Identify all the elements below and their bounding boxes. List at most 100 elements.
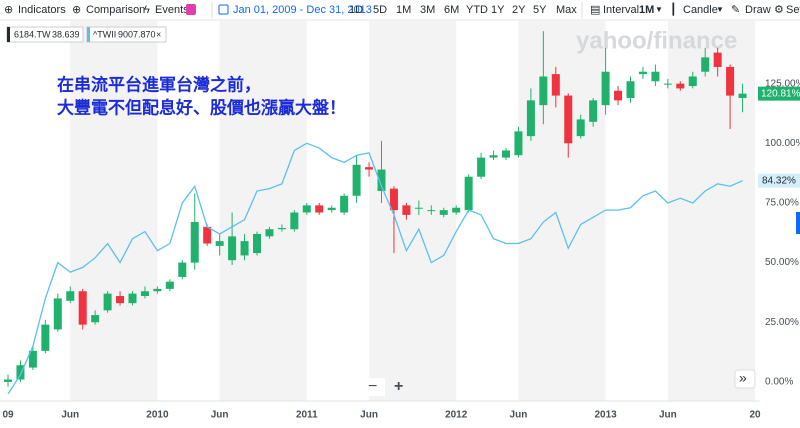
x-tick-label: Jun	[659, 410, 677, 421]
period-band	[70, 21, 158, 401]
candle-body	[53, 298, 62, 330]
side-tab[interactable]	[796, 212, 800, 234]
candle-body	[290, 212, 299, 230]
candle-body	[439, 210, 448, 215]
candle-body	[365, 167, 374, 170]
comparison-button[interactable]: Comparison	[86, 4, 145, 16]
x-tick-label: 20	[749, 410, 761, 421]
zoom-out[interactable]	[363, 378, 385, 396]
candle-body	[402, 205, 411, 215]
candle-body	[638, 71, 647, 75]
candle-body	[377, 169, 386, 192]
index-line	[7, 142, 743, 395]
candle-body	[228, 236, 237, 261]
range-button[interactable]: 5Y	[533, 4, 547, 16]
draw-button[interactable]: Draw	[745, 4, 771, 16]
candle-body	[66, 291, 75, 301]
scroll-icon: »	[739, 370, 747, 386]
events-button[interactable]: Events	[155, 4, 189, 16]
watermark: yahoo/finance	[576, 27, 737, 54]
candle-body	[452, 207, 461, 213]
candle-body	[489, 155, 498, 158]
range-button[interactable]: 6M	[444, 4, 459, 16]
dropdown-arrow: ▼	[716, 5, 724, 14]
candle-body	[190, 222, 199, 263]
icon: ⊕	[72, 4, 81, 16]
candle-body	[701, 57, 710, 72]
candle-body	[215, 241, 224, 246]
range-button[interactable]: Max	[556, 4, 577, 16]
legend-swatch	[87, 27, 90, 42]
period-band	[667, 21, 755, 401]
candle-body	[601, 71, 610, 106]
candle-body	[315, 205, 324, 213]
legend-name: 6184.TW	[14, 29, 51, 39]
candle-body	[427, 210, 436, 212]
range-button[interactable]: 5D	[373, 4, 387, 16]
candle-body	[165, 281, 174, 289]
candle-body	[389, 188, 398, 211]
icon: ϟ	[144, 4, 150, 16]
candle-body	[4, 379, 12, 382]
candle-body	[464, 176, 473, 211]
candle-body	[116, 296, 125, 304]
range-buttons: 1D 5D 1M 3M 6M YTD 1Y 2Y 5Y Max	[349, 4, 577, 16]
date-range[interactable]: Jan 01, 2009 - Dec 31, 2013	[233, 4, 372, 16]
interval-label[interactable]: Interval	[603, 4, 639, 16]
x-tick-label: 09	[2, 410, 14, 421]
legend-close[interactable]: ×	[156, 29, 161, 39]
candle-body	[626, 81, 635, 98]
scroll-button[interactable]	[734, 369, 756, 389]
candle-body	[91, 315, 100, 323]
last-value-box	[758, 173, 800, 188]
candle-body	[526, 100, 535, 137]
candle-body	[676, 83, 685, 89]
last-value-label: 120.81%	[761, 88, 800, 99]
candle-body	[265, 229, 274, 237]
legend: 6184.TW 38.639 ^TWII 9007.870 ×	[6, 26, 167, 43]
icon: ▤	[590, 4, 600, 16]
plot: 0.00% 25.00% 50.00% 75.00% 100.00% 125.00% 09 J…	[2, 31, 800, 421]
range-button[interactable]: 3M	[420, 4, 435, 16]
x-tick-label: 2012	[445, 410, 468, 421]
chart-type-button[interactable]: Candle	[683, 4, 718, 16]
range-button[interactable]: 1D	[349, 4, 363, 16]
calendar-icon	[218, 4, 229, 15]
candle-body	[713, 52, 722, 67]
candle-body	[240, 241, 249, 256]
candle-body	[589, 100, 598, 122]
candle-body	[153, 288, 162, 292]
x-tick-label: 2010	[146, 410, 169, 421]
range-button[interactable]: 2Y	[512, 4, 526, 16]
y-tick-label: 50.00%	[765, 257, 799, 268]
events-badge	[186, 4, 196, 15]
range-button[interactable]: YTD	[466, 4, 488, 16]
range-button[interactable]: 1Y	[491, 4, 505, 16]
candle-body	[726, 66, 735, 96]
candle-body	[128, 293, 137, 304]
x-tick-label: Jun	[510, 410, 528, 421]
candle-body	[539, 76, 548, 106]
candle-body	[140, 291, 149, 297]
legend-name: ^TWII	[93, 29, 116, 39]
interval-value[interactable]: 1M	[639, 4, 654, 16]
zoom-in[interactable]: +	[394, 378, 403, 395]
y-tick-label: 75.00%	[765, 198, 799, 209]
candle-body	[178, 262, 187, 277]
legend-quote: 9007.870	[118, 29, 156, 39]
settings-button[interactable]: Sett	[786, 4, 800, 16]
last-value-box	[758, 86, 800, 101]
dropdown-arrow: ▼	[655, 5, 663, 14]
indicators-button[interactable]: Indicators	[18, 4, 66, 16]
toolbar: ⊕ Indicators ⊕ Comparison ϟ Events Jan 0…	[4, 2, 800, 18]
candle-body	[564, 95, 573, 144]
period-shading	[70, 21, 755, 401]
legend-swatch	[7, 27, 10, 42]
candle-body	[302, 205, 311, 213]
candle-body	[738, 93, 747, 98]
range-button[interactable]: 1M	[396, 4, 411, 16]
candle-body	[663, 83, 672, 85]
candle-body	[327, 207, 336, 211]
candle-body	[414, 207, 423, 209]
candle-body	[688, 76, 697, 87]
